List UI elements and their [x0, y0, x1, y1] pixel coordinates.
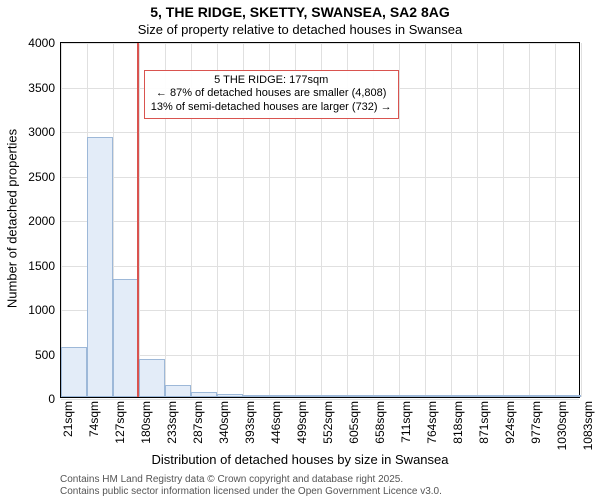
histogram-bar: [425, 395, 451, 397]
histogram-bar: [165, 385, 191, 397]
annotation-line2: ← 87% of detached houses are smaller (4,…: [151, 87, 392, 101]
gridline-v: [61, 43, 62, 397]
histogram-bar: [373, 395, 399, 397]
y-axis-label: Number of detached properties: [5, 119, 20, 319]
histogram-bar: [269, 395, 295, 397]
x-tick-label: 74sqm: [87, 401, 101, 437]
histogram-bar: [191, 392, 217, 397]
footer-line2: Contains public sector information licen…: [60, 486, 442, 498]
annotation-box: 5 THE RIDGE: 177sqm ← 87% of detached ho…: [144, 70, 399, 119]
y-tick-label: 3500: [28, 81, 55, 95]
x-tick-label: 21sqm: [61, 401, 75, 437]
attribution-footer: Contains HM Land Registry data © Crown c…: [60, 474, 442, 498]
histogram-bar: [295, 395, 321, 397]
x-axis-label: Distribution of detached houses by size …: [0, 452, 600, 467]
histogram-bar: [139, 359, 165, 397]
x-tick-label: 818sqm: [451, 401, 465, 444]
x-tick-label: 658sqm: [373, 401, 387, 444]
gridline-v: [581, 43, 582, 397]
x-tick-label: 764sqm: [425, 401, 439, 444]
gridline-v: [399, 43, 400, 397]
y-tick-label: 1000: [28, 303, 55, 317]
x-tick-label: 287sqm: [191, 401, 205, 444]
chart-title: 5, THE RIDGE, SKETTY, SWANSEA, SA2 8AG: [0, 4, 600, 20]
annotation-line3: 13% of semi-detached houses are larger (…: [151, 101, 392, 115]
plot-area: 0500100015002000250030003500400021sqm74s…: [60, 42, 580, 398]
y-tick-label: 2500: [28, 170, 55, 184]
gridline-h: [61, 399, 579, 400]
gridline-v: [503, 43, 504, 397]
x-tick-label: 711sqm: [399, 401, 413, 443]
gridline-v: [555, 43, 556, 397]
y-tick-label: 3000: [28, 125, 55, 139]
annotation-line1: 5 THE RIDGE: 177sqm: [151, 74, 392, 88]
histogram-bar: [243, 395, 269, 397]
gridline-v: [529, 43, 530, 397]
gridline-v: [451, 43, 452, 397]
x-tick-label: 340sqm: [217, 401, 231, 444]
x-tick-label: 180sqm: [139, 401, 153, 444]
x-tick-label: 127sqm: [113, 401, 127, 444]
gridline-v: [425, 43, 426, 397]
footer-line1: Contains HM Land Registry data © Crown c…: [60, 474, 442, 486]
histogram-bar: [555, 395, 581, 397]
histogram-bar: [347, 395, 373, 397]
histogram-bar: [321, 395, 347, 397]
histogram-bar: [399, 395, 425, 397]
chart-subtitle: Size of property relative to detached ho…: [0, 22, 600, 37]
y-tick-label: 500: [35, 348, 55, 362]
gridline-v: [477, 43, 478, 397]
histogram-bar: [451, 395, 477, 397]
x-tick-label: 605sqm: [347, 401, 361, 444]
x-tick-label: 233sqm: [165, 401, 179, 444]
y-tick-label: 0: [48, 392, 55, 406]
y-tick-label: 4000: [28, 36, 55, 50]
x-tick-label: 393sqm: [243, 401, 257, 444]
histogram-bar: [113, 279, 139, 397]
x-tick-label: 1083sqm: [581, 401, 595, 450]
x-tick-label: 552sqm: [321, 401, 335, 444]
histogram-bar: [503, 395, 529, 397]
y-tick-label: 1500: [28, 259, 55, 273]
x-tick-label: 499sqm: [295, 401, 309, 444]
histogram-bar: [61, 347, 87, 397]
x-tick-label: 977sqm: [529, 401, 543, 444]
x-tick-label: 446sqm: [269, 401, 283, 444]
x-tick-label: 871sqm: [477, 401, 491, 444]
histogram-bar: [529, 395, 555, 397]
histogram-bar: [217, 394, 243, 397]
property-marker-line: [137, 43, 139, 397]
histogram-bar: [477, 395, 503, 397]
x-tick-label: 1030sqm: [555, 401, 569, 450]
y-tick-label: 2000: [28, 214, 55, 228]
histogram-bar: [87, 137, 113, 397]
x-tick-label: 924sqm: [503, 401, 517, 444]
